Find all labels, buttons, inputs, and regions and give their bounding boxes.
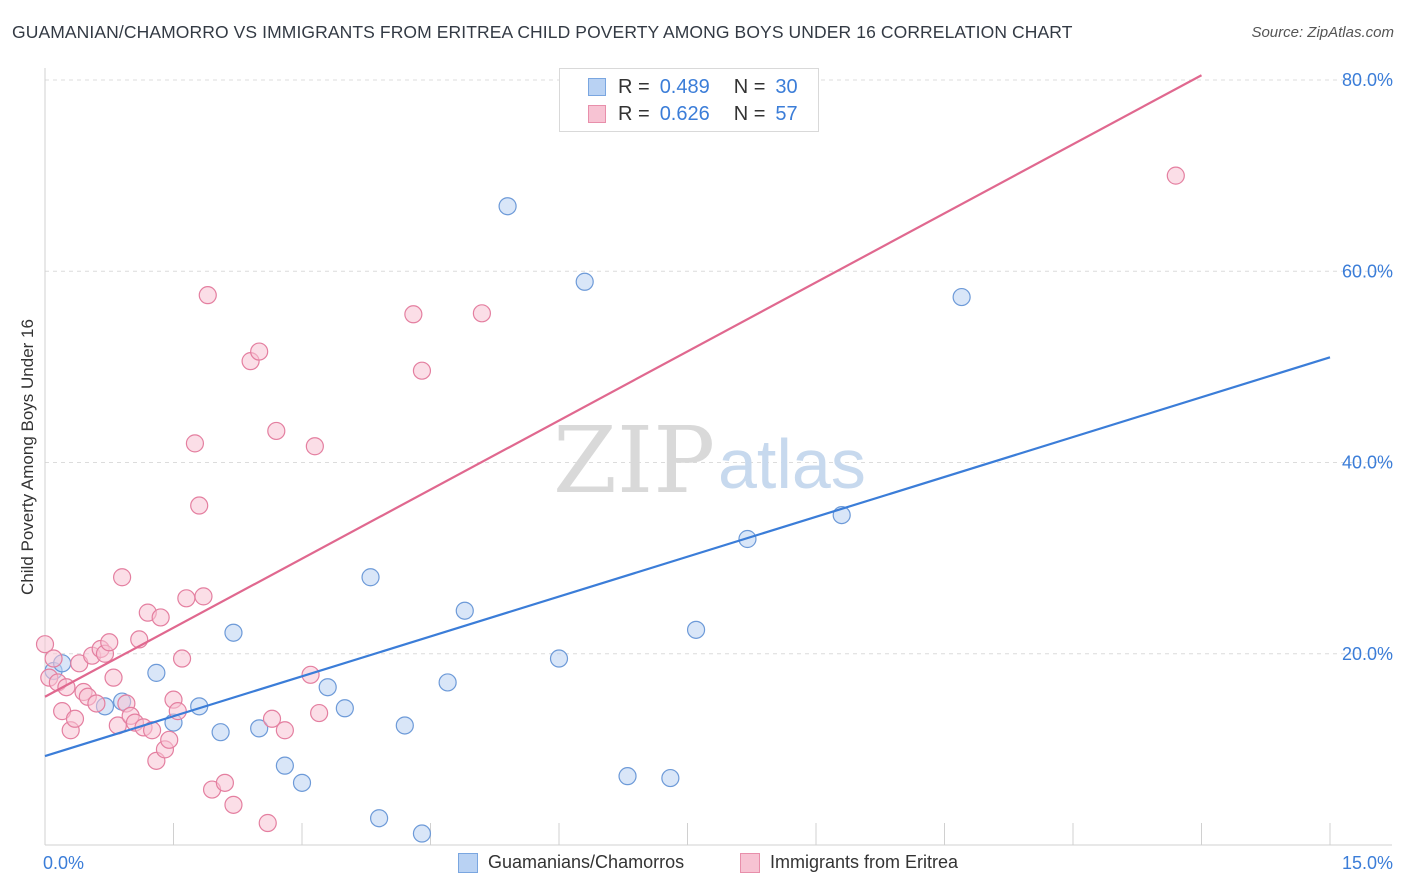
legend-r-value-blue: 0.489: [659, 75, 710, 98]
x-tick-labels: 0.0% 15.0%: [43, 853, 1393, 873]
chart-source: Source: ZipAtlas.com: [1251, 24, 1394, 41]
data-point: [335, 699, 354, 718]
data-point: [1166, 166, 1185, 185]
data-point: [211, 723, 230, 742]
data-point: [215, 773, 234, 792]
data-point: [258, 813, 277, 833]
trend-line-eritrea: [44, 74, 1203, 698]
correlation-legend: R = 0.489 N = 30 R = 0.626 N = 57: [559, 68, 819, 132]
data-point: [267, 421, 286, 441]
data-point: [472, 304, 491, 323]
x-tick-label-max: 15.0%: [1342, 853, 1393, 873]
series-legend-label-pink: Immigrants from Eritrea: [770, 852, 959, 872]
data-point: [224, 795, 243, 814]
data-point: [100, 633, 119, 652]
data-point: [112, 568, 132, 587]
data-point: [44, 649, 63, 668]
legend-n-label: N =: [733, 75, 766, 98]
trend-line-guamanians: [44, 356, 1331, 758]
watermark-zip: ZIP: [553, 407, 715, 514]
data-point: [412, 361, 432, 380]
series-legend-swatch-pink: [740, 852, 760, 873]
data-point: [412, 824, 432, 843]
data-point: [190, 496, 209, 515]
series-legend-label-blue: Guamanians/Chamorros: [488, 852, 685, 872]
data-point: [262, 709, 282, 728]
data-point: [194, 587, 213, 606]
data-point: [151, 608, 170, 627]
data-point: [361, 568, 380, 587]
trend-lines: [44, 74, 1331, 758]
data-point: [177, 589, 196, 608]
data-point: [172, 649, 192, 668]
data-point: [686, 620, 706, 639]
data-point: [185, 434, 205, 453]
legend-row-eritrea: R = 0.626 N = 57: [560, 101, 798, 127]
series-legend: Guamanians/Chamorros Immigrants from Eri…: [0, 852, 1406, 878]
series-legend-swatch-blue: [458, 852, 478, 873]
series-guamanians-points: [44, 197, 971, 843]
data-point: [498, 197, 517, 216]
watermark-atlas: atlas: [718, 425, 866, 503]
legend-r-label: R =: [618, 75, 650, 98]
y-tick-label: 80.0%: [1342, 70, 1393, 90]
axes: [44, 68, 1392, 846]
data-point: [275, 721, 294, 740]
data-point: [455, 601, 474, 620]
y-tick-label: 20.0%: [1342, 644, 1393, 664]
data-point: [198, 286, 217, 305]
data-point: [404, 305, 423, 324]
data-point: [147, 663, 166, 682]
data-point: [318, 678, 337, 697]
data-point: [292, 773, 312, 792]
legend-r-value-pink: 0.626: [659, 102, 710, 125]
x-tick-label-min: 0.0%: [43, 853, 84, 873]
data-point: [224, 623, 243, 642]
y-tick-labels: 20.0% 40.0% 60.0% 80.0%: [1342, 70, 1393, 664]
data-point: [104, 668, 123, 687]
watermark: ZIP atlas: [553, 407, 866, 514]
data-point: [87, 694, 106, 713]
legend-row-guamanians: R = 0.489 N = 30: [560, 74, 798, 100]
data-point: [618, 767, 637, 786]
data-point: [438, 673, 457, 692]
data-point: [250, 719, 269, 738]
y-tick-label: 60.0%: [1342, 261, 1393, 281]
data-point: [661, 768, 680, 788]
data-point: [250, 342, 269, 361]
legend-n-value-blue: 30: [775, 75, 798, 98]
data-point: [65, 709, 85, 728]
data-point: [275, 756, 294, 775]
series-legend-guamanians[interactable]: Guamanians/Chamorros: [458, 852, 684, 873]
data-point: [370, 809, 389, 828]
data-point: [305, 437, 324, 456]
data-point: [160, 730, 179, 749]
grid-lines: [45, 79, 1392, 655]
legend-r-label: R =: [618, 102, 650, 125]
data-point: [395, 716, 414, 735]
legend-n-label: N =: [733, 102, 766, 125]
legend-swatch-pink: [588, 105, 606, 123]
data-point: [310, 703, 329, 723]
chart-title: GUAMANIAN/CHAMORRO VS IMMIGRANTS FROM ER…: [12, 22, 1073, 42]
data-point: [549, 649, 569, 668]
series-legend-eritrea[interactable]: Immigrants from Eritrea: [740, 852, 958, 873]
legend-swatch-blue: [588, 78, 606, 96]
data-point: [575, 272, 594, 291]
legend-n-value-pink: 57: [775, 102, 798, 125]
data-point: [35, 635, 55, 654]
y-tick-label: 40.0%: [1342, 453, 1393, 473]
data-point: [952, 287, 971, 307]
